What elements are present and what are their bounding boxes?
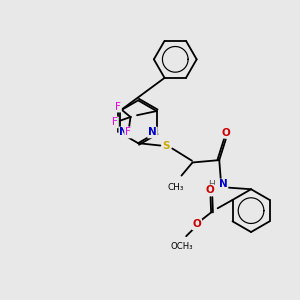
Text: N: N xyxy=(219,179,227,190)
Text: OCH₃: OCH₃ xyxy=(171,242,193,251)
Text: F: F xyxy=(112,117,118,128)
Text: O: O xyxy=(193,219,201,229)
Text: S: S xyxy=(163,141,170,151)
Text: F: F xyxy=(115,102,121,112)
Text: O: O xyxy=(206,185,214,195)
Text: H: H xyxy=(208,180,215,189)
Text: O: O xyxy=(222,128,230,138)
Text: CH₃: CH₃ xyxy=(167,183,184,192)
Text: N: N xyxy=(119,128,128,137)
Text: N: N xyxy=(148,128,157,137)
Text: F: F xyxy=(125,128,131,137)
